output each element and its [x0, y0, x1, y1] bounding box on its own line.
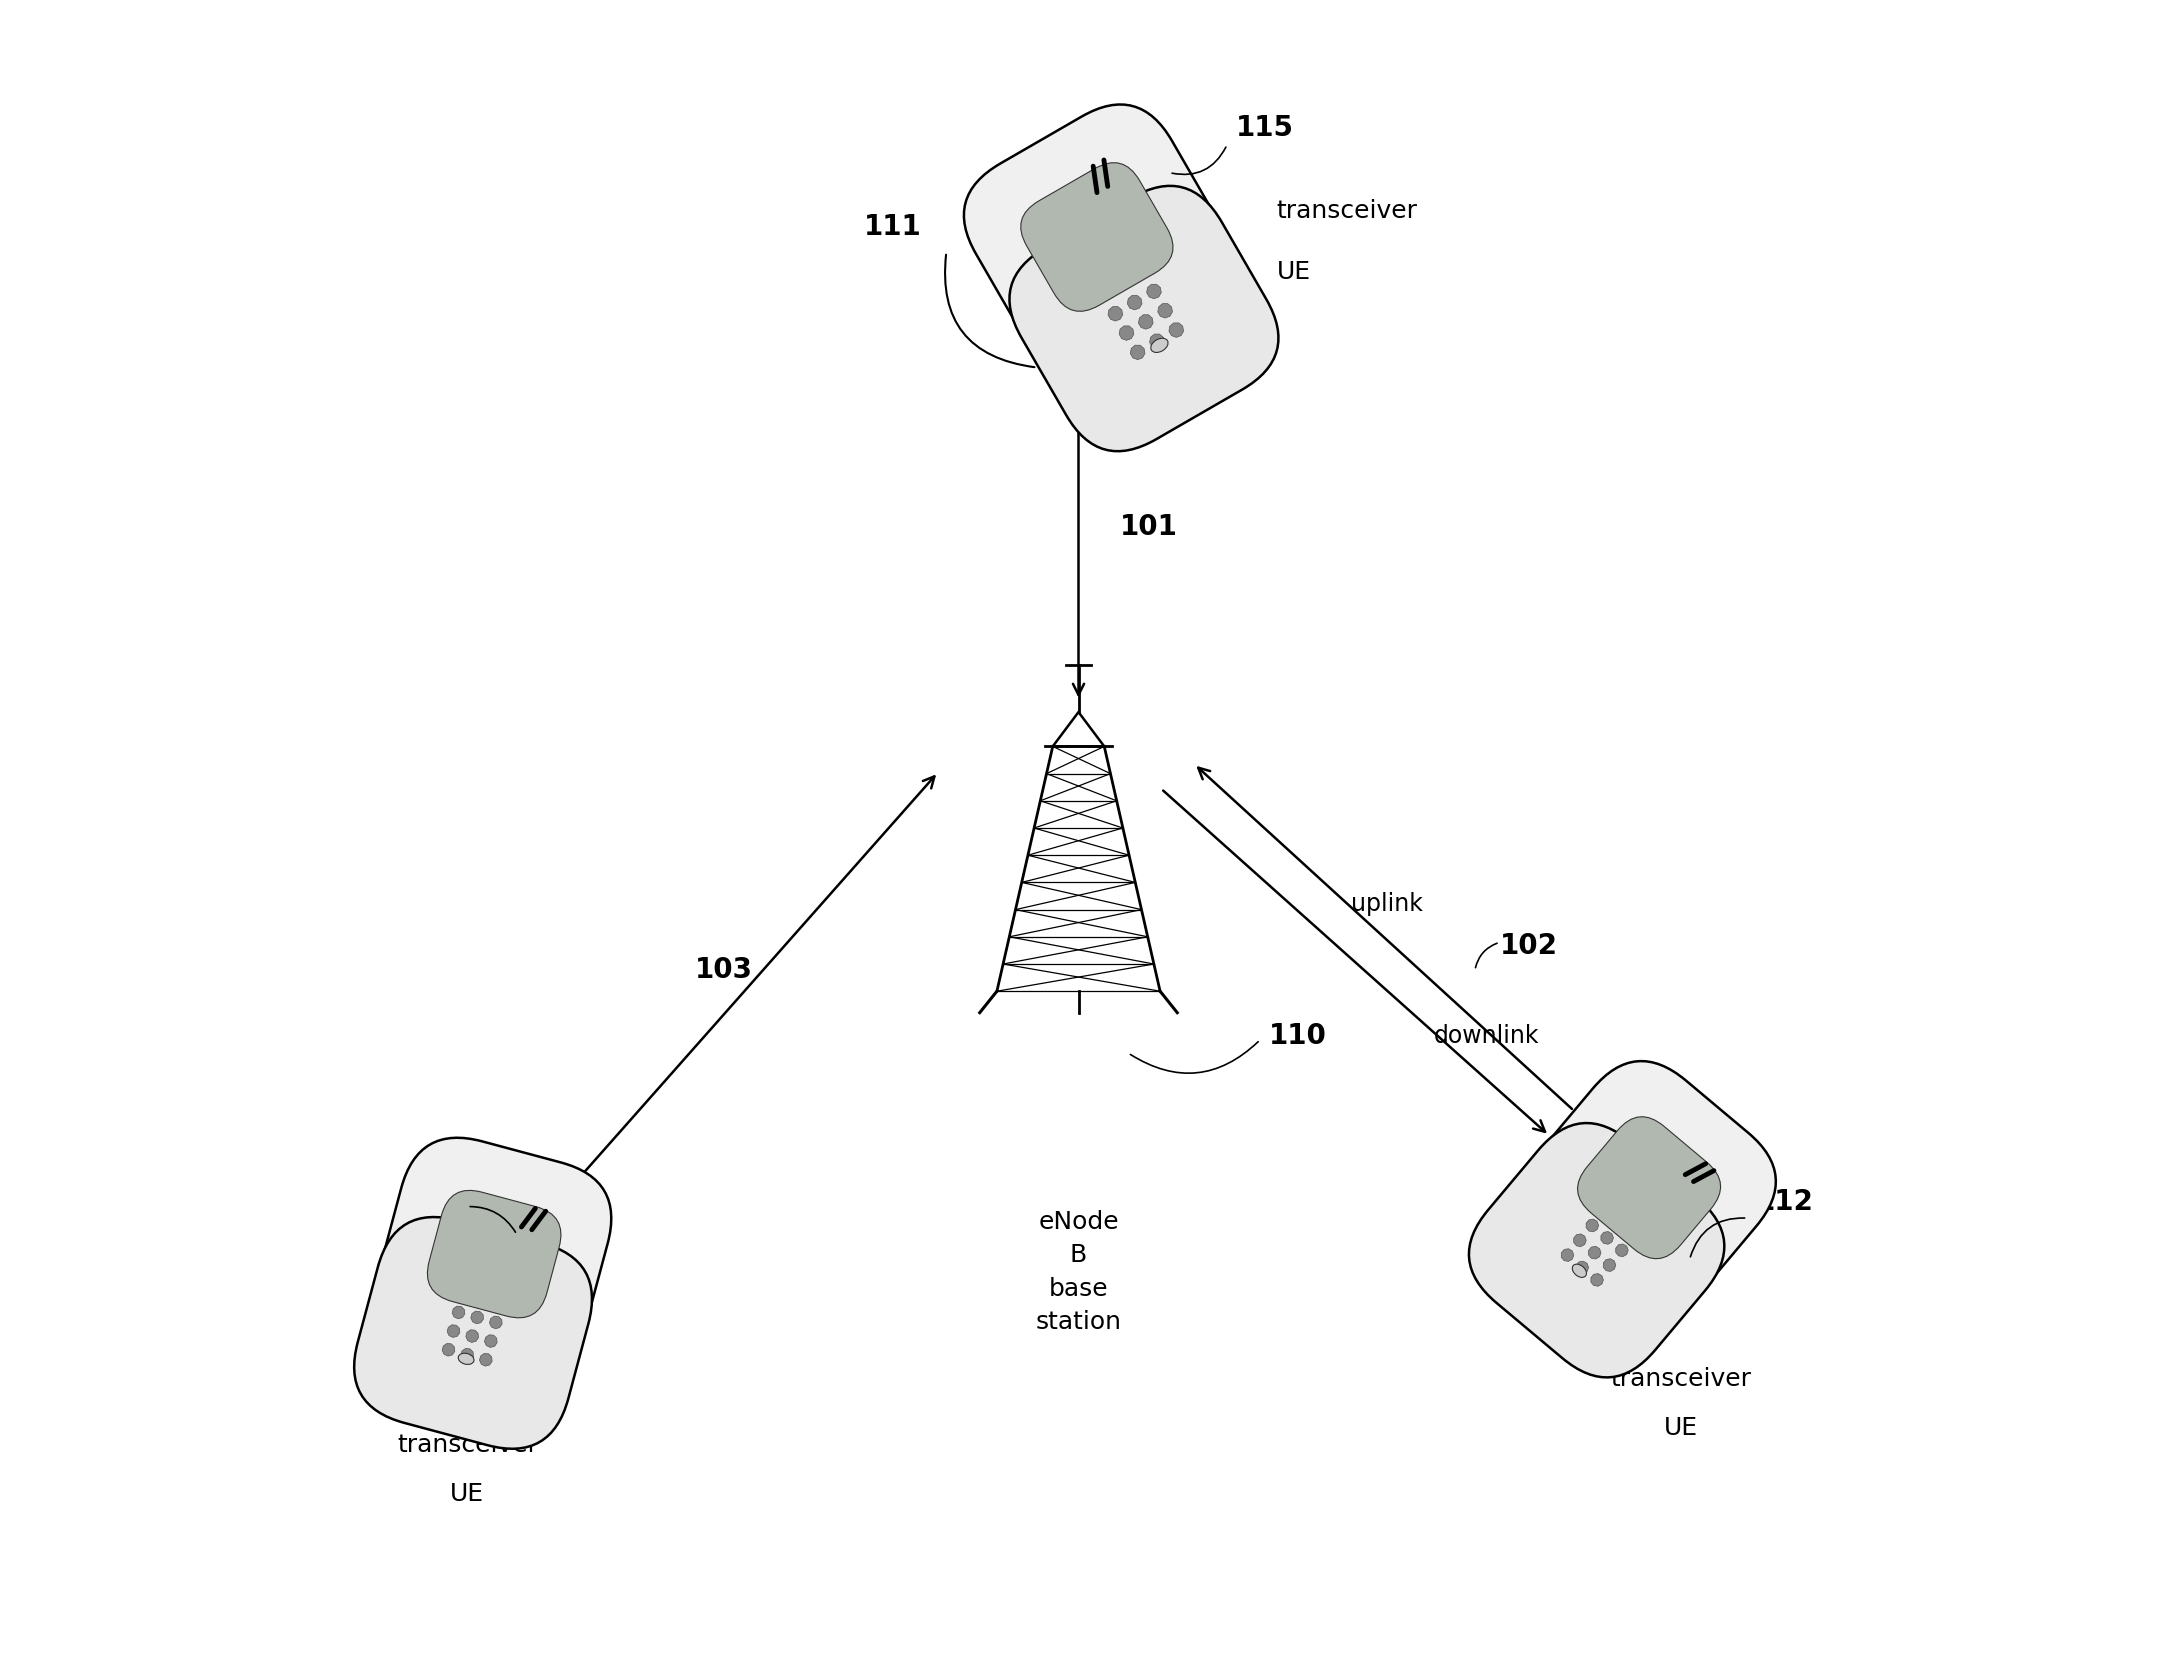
Ellipse shape — [1096, 261, 1143, 290]
Polygon shape — [1053, 712, 1104, 747]
Text: 112: 112 — [1756, 1187, 1814, 1215]
FancyBboxPatch shape — [354, 1217, 591, 1449]
Polygon shape — [453, 1306, 464, 1318]
Text: 111: 111 — [863, 212, 921, 241]
Text: 113: 113 — [429, 1174, 487, 1202]
FancyBboxPatch shape — [964, 105, 1229, 367]
FancyBboxPatch shape — [427, 1190, 561, 1318]
Polygon shape — [1139, 315, 1154, 329]
Polygon shape — [1585, 1218, 1598, 1232]
FancyBboxPatch shape — [1577, 1117, 1721, 1258]
Polygon shape — [1130, 345, 1145, 360]
Polygon shape — [470, 1311, 483, 1323]
Polygon shape — [479, 1353, 492, 1366]
Ellipse shape — [462, 1283, 507, 1300]
Ellipse shape — [1572, 1265, 1585, 1278]
Polygon shape — [1119, 325, 1135, 340]
Text: transceiver: transceiver — [1611, 1366, 1751, 1391]
Polygon shape — [1128, 295, 1141, 310]
Polygon shape — [1148, 284, 1160, 299]
Text: uplink: uplink — [1350, 893, 1424, 916]
Polygon shape — [462, 1348, 472, 1361]
Polygon shape — [1588, 1247, 1600, 1258]
Text: UE: UE — [1665, 1416, 1698, 1441]
Polygon shape — [1169, 324, 1184, 337]
Ellipse shape — [1605, 1202, 1644, 1233]
Polygon shape — [1150, 334, 1165, 349]
Text: UE: UE — [1277, 259, 1311, 284]
Text: 110: 110 — [1268, 1023, 1327, 1051]
Polygon shape — [1592, 1273, 1603, 1286]
Polygon shape — [490, 1316, 503, 1328]
Text: 102: 102 — [1499, 931, 1557, 959]
Polygon shape — [1577, 1262, 1588, 1273]
FancyBboxPatch shape — [1523, 1061, 1775, 1313]
FancyBboxPatch shape — [377, 1137, 610, 1368]
Polygon shape — [442, 1343, 455, 1356]
Text: eNode
B
base
station: eNode B base station — [1035, 1210, 1122, 1335]
Polygon shape — [1562, 1248, 1575, 1262]
Polygon shape — [1600, 1232, 1613, 1245]
Polygon shape — [1158, 304, 1173, 319]
FancyBboxPatch shape — [1020, 163, 1173, 312]
Ellipse shape — [457, 1353, 475, 1365]
Polygon shape — [1109, 307, 1122, 320]
Text: downlink: downlink — [1434, 1024, 1540, 1049]
Polygon shape — [485, 1335, 496, 1348]
Text: 101: 101 — [1119, 513, 1178, 541]
Ellipse shape — [1152, 339, 1169, 352]
Text: transceiver: transceiver — [397, 1433, 537, 1457]
Polygon shape — [1603, 1258, 1616, 1272]
Text: 115: 115 — [1236, 115, 1294, 143]
Polygon shape — [1616, 1243, 1629, 1257]
FancyBboxPatch shape — [1469, 1124, 1723, 1378]
Text: transceiver: transceiver — [1277, 199, 1417, 222]
Text: UE: UE — [451, 1482, 485, 1506]
Polygon shape — [1575, 1233, 1585, 1247]
FancyBboxPatch shape — [1009, 186, 1279, 452]
Text: 103: 103 — [695, 956, 753, 984]
Polygon shape — [466, 1330, 479, 1343]
Polygon shape — [446, 1325, 459, 1338]
